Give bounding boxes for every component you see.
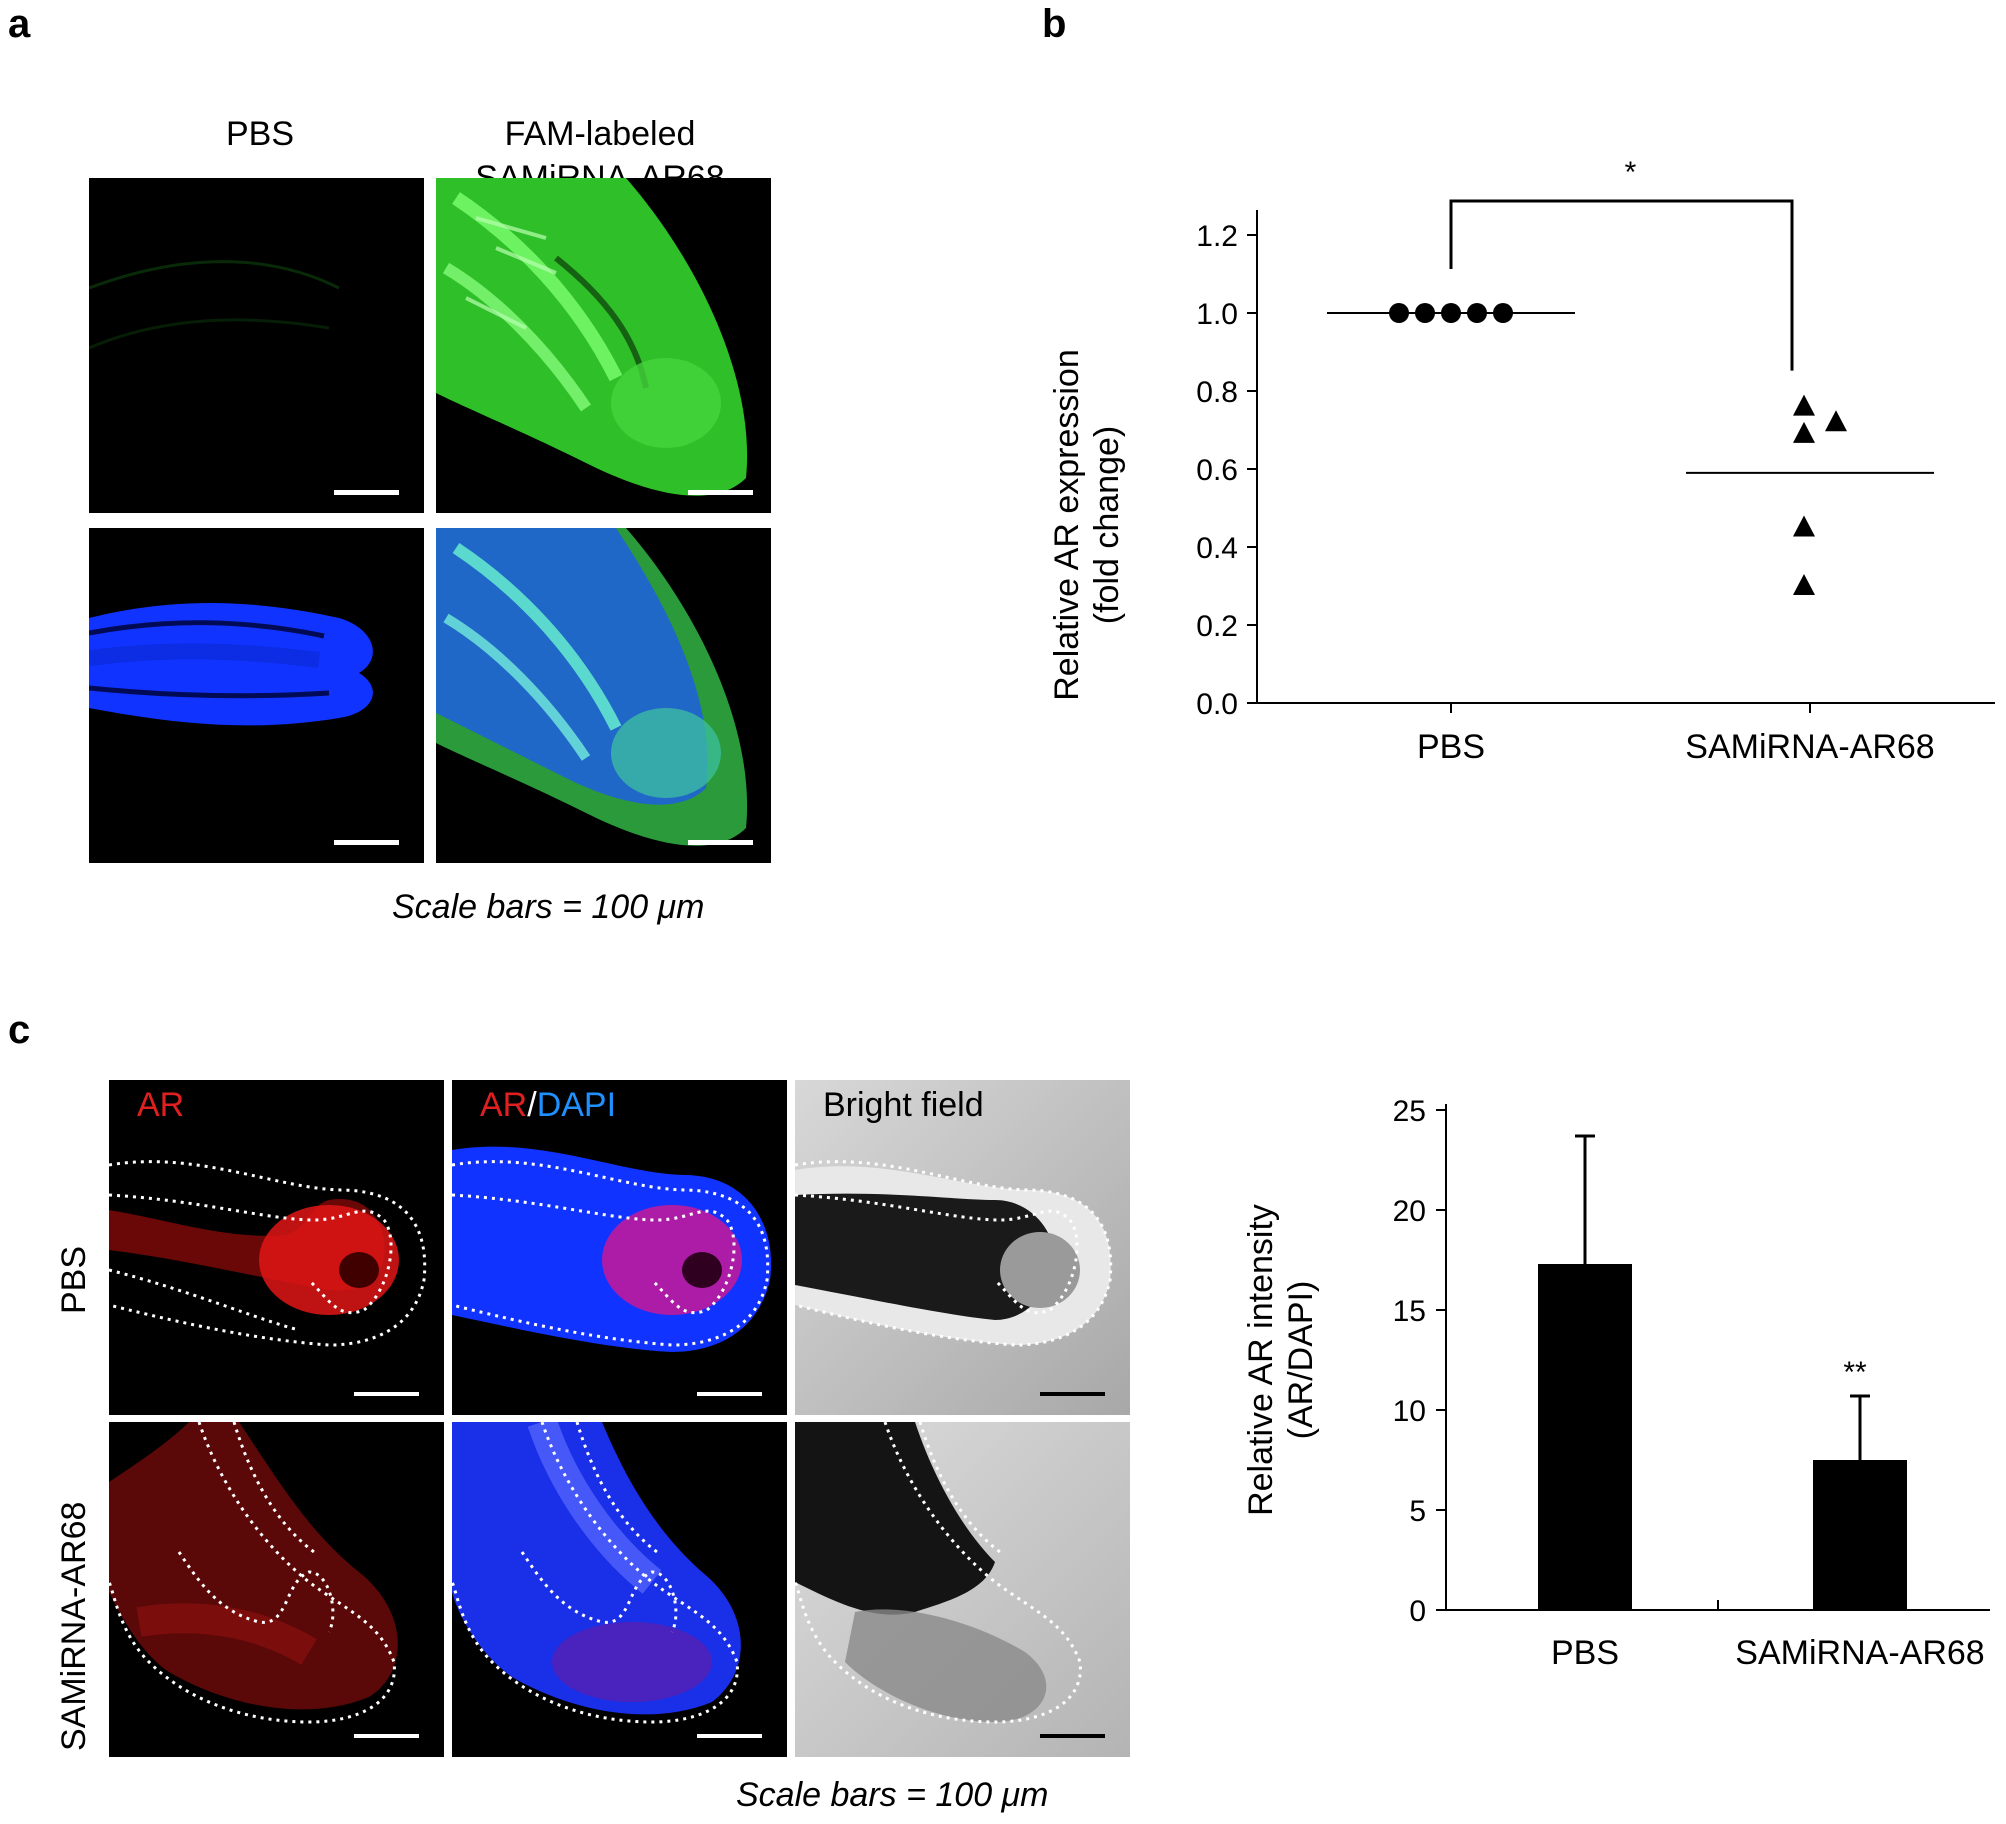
micrograph-c-pbs-bright: Bright field <box>795 1080 1130 1415</box>
chart-c-ytick-label: 0 <box>1409 1595 1426 1628</box>
chart-c-ytick-label: 10 <box>1393 1395 1426 1428</box>
panel-c-letter: c <box>8 1008 31 1052</box>
chart-b-ytick-label: 0.6 <box>1196 454 1238 487</box>
chart-b-point-samirna <box>1793 515 1815 537</box>
chart-c-ylabel: Relative AR intensity(AR/DAPI) <box>1242 1204 1320 1516</box>
chart-b-ytick-label: 0.2 <box>1196 610 1238 643</box>
chart-c-xtick-label: SAMiRNA-AR68 <box>1735 1634 1984 1672</box>
panel-c-label-ardapi-dapi: DAPI <box>536 1086 617 1124</box>
chart-b-point-samirna <box>1793 421 1815 443</box>
chart-b-point-samirna <box>1793 574 1815 595</box>
scale-bar <box>688 490 753 495</box>
chart-c-bar <box>1813 1460 1907 1610</box>
chart-b-point-samirna <box>1793 394 1815 416</box>
scale-bar <box>354 1392 419 1396</box>
panel-c-scale-caption: Scale bars = 100 μm <box>736 1776 1049 1814</box>
scale-bar <box>688 840 753 845</box>
micrograph-c-samirna-bright <box>795 1422 1130 1757</box>
scale-bar <box>1040 1392 1105 1396</box>
micrograph-a-pbs-dapi <box>89 528 424 863</box>
ylabel-line: (fold change) <box>1088 426 1126 624</box>
chart-b-ytick-label: 0.4 <box>1196 532 1238 565</box>
panel-c-row-label-samirna: SAMiRNA-AR68 <box>55 1501 93 1751</box>
chart-c-xtick-label: PBS <box>1551 1634 1619 1672</box>
panel-c-label-ar: AR <box>137 1086 185 1124</box>
panel-a-letter: a <box>8 2 31 46</box>
panel-c-label-bright: Bright field <box>823 1086 984 1124</box>
panel-c-label-ardapi: AR/DAPI <box>480 1086 616 1125</box>
chart-b-ytick-label: 0.0 <box>1196 688 1238 721</box>
panel-c-row-label-pbs: PBS <box>55 1245 93 1315</box>
chart-b-ytick-label: 1.2 <box>1196 220 1238 253</box>
scale-bar <box>334 490 399 495</box>
panel-a-scale-caption: Scale bars = 100 μm <box>392 888 705 926</box>
chart-b: Relative AR expression(fold change) 0.0 0… <box>1048 156 1995 766</box>
micrograph-c-pbs-ar: AR <box>109 1080 444 1415</box>
panel-c-label-ardapi-slash: / <box>527 1086 537 1124</box>
chart-c-ytick-label: 15 <box>1393 1295 1426 1328</box>
micrograph-c-samirna-ardapi <box>452 1422 787 1757</box>
ylabel-line: Relative AR intensity <box>1242 1204 1280 1516</box>
chart-b-ylabel: Relative AR expression(fold change) <box>1048 349 1126 701</box>
chart-c: Relative AR intensity(AR/DAPI) 0 5 10 15 20 2… <box>1242 1095 1990 1672</box>
chart-b-xtick-label: PBS <box>1417 728 1485 766</box>
micrograph-a-fam <box>436 178 771 513</box>
scale-bar <box>334 840 399 845</box>
scale-bar <box>1040 1734 1105 1738</box>
scale-bar <box>354 1734 419 1738</box>
chart-b-ytick-label: 0.8 <box>1196 376 1238 409</box>
micrograph-a-pbs-fam <box>89 178 424 513</box>
panel-a-title-pbs-text: PBS <box>225 115 295 153</box>
chart-c-annotation: ** <box>1843 1356 1867 1389</box>
ylabel-line: Relative AR expression <box>1048 349 1086 701</box>
chart-b-sig-bracket <box>1449 199 1794 371</box>
panel-c-label-ardapi-ar: AR <box>480 1086 528 1124</box>
micrograph-c-samirna-ar <box>109 1422 444 1757</box>
chart-c-ytick-label: 5 <box>1409 1495 1426 1528</box>
chart-b-xtick-label: SAMiRNA-AR68 <box>1685 728 1934 766</box>
panel-a-title-pbs: PBS <box>150 112 370 156</box>
chart-b-sig-star: * <box>1625 156 1637 189</box>
chart-c-ytick-label: 25 <box>1393 1095 1426 1128</box>
chart-c-bar <box>1538 1264 1632 1610</box>
chart-b-point-samirna <box>1825 410 1847 432</box>
micrograph-c-pbs-ardapi: AR/DAPI <box>452 1080 787 1415</box>
chart-c-ytick-label: 20 <box>1393 1195 1426 1228</box>
scale-bar <box>697 1734 762 1738</box>
micrograph-a-merged <box>436 528 771 863</box>
panel-b-letter: b <box>1042 2 1067 46</box>
scale-bar <box>697 1392 762 1396</box>
chart-b-ytick-label: 1.0 <box>1196 298 1238 331</box>
ylabel-line: (AR/DAPI) <box>1282 1281 1320 1440</box>
